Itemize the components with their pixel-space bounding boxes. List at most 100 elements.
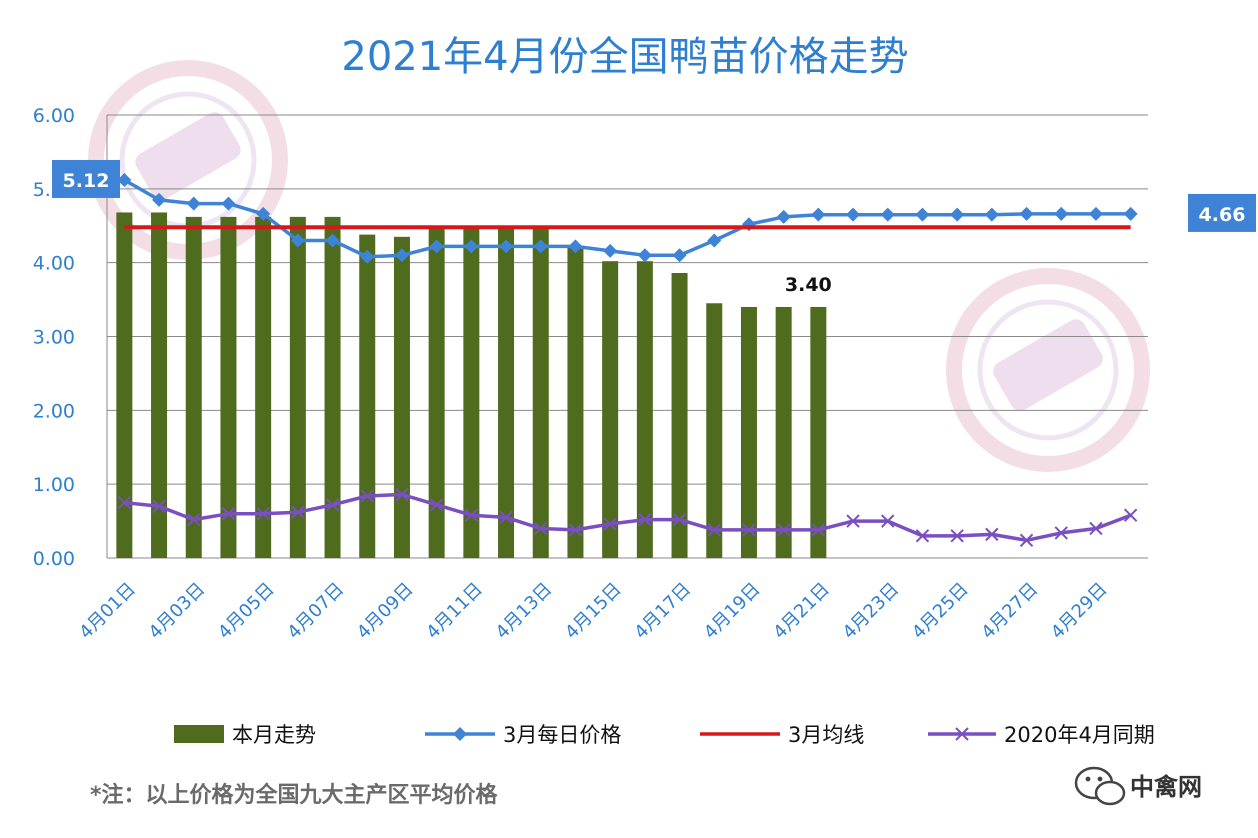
data-point bbox=[811, 207, 826, 222]
data-point bbox=[291, 505, 305, 519]
x-tick-label: 4月09日 bbox=[353, 579, 418, 644]
y-tick-label: 4.00 bbox=[33, 253, 75, 275]
bar bbox=[116, 212, 133, 558]
brand-name: 中禽网 bbox=[1130, 773, 1202, 801]
data-point bbox=[672, 248, 687, 263]
grid bbox=[107, 114, 1148, 559]
data-point bbox=[187, 512, 201, 527]
x-tick-label: 4月29日 bbox=[1047, 579, 1112, 644]
x-tick-label: 4月01日 bbox=[75, 579, 140, 644]
data-point bbox=[256, 206, 271, 221]
data-point bbox=[950, 529, 964, 543]
y-tick-label: 2.00 bbox=[33, 400, 75, 422]
data-point bbox=[881, 514, 895, 528]
footnote: *注：以上价格为全国九大主产区平均价格 bbox=[90, 782, 499, 808]
data-point bbox=[534, 521, 548, 536]
data-point bbox=[1123, 508, 1138, 522]
data-point bbox=[985, 527, 999, 542]
chart-title: 2021年4月份全国鸭苗价格走势 bbox=[341, 34, 908, 80]
bar bbox=[706, 303, 723, 558]
data-point bbox=[290, 233, 305, 248]
y-tick-label: 3.00 bbox=[33, 327, 75, 349]
data-point bbox=[325, 498, 340, 512]
data-point bbox=[1123, 206, 1138, 221]
data-point bbox=[221, 196, 236, 211]
legend-label: 3月每日价格 bbox=[503, 723, 621, 747]
data-point bbox=[811, 523, 826, 537]
data-point bbox=[221, 506, 236, 521]
data-point bbox=[499, 510, 513, 525]
data-point bbox=[395, 487, 409, 502]
y-tick-label: 6.00 bbox=[33, 105, 75, 127]
legend-label: 2020年4月同期 bbox=[1004, 723, 1155, 747]
data-point bbox=[1088, 206, 1103, 221]
data-point bbox=[776, 523, 791, 537]
data-point bbox=[915, 529, 930, 543]
data-point bbox=[707, 523, 721, 537]
bar-series bbox=[116, 212, 827, 559]
y-tick-label: 1.00 bbox=[33, 474, 75, 496]
data-point bbox=[256, 506, 270, 521]
data-point bbox=[915, 207, 930, 222]
bar bbox=[740, 306, 757, 558]
data-point bbox=[152, 499, 166, 514]
brand-logo: 中禽网 bbox=[1074, 766, 1202, 806]
bar bbox=[775, 306, 792, 558]
data-point bbox=[846, 207, 861, 222]
bar bbox=[671, 273, 688, 558]
data-point bbox=[846, 514, 860, 528]
data-label-box bbox=[52, 159, 120, 198]
data-point bbox=[1089, 521, 1103, 536]
wechat-icon bbox=[1074, 766, 1126, 806]
data-point bbox=[1019, 206, 1034, 221]
data-label: 4.66 bbox=[1199, 204, 1246, 226]
data-point bbox=[499, 239, 514, 254]
x-tick-label: 4月27日 bbox=[977, 579, 1042, 644]
data-point bbox=[950, 207, 965, 222]
data-point bbox=[394, 248, 409, 263]
data-point bbox=[429, 239, 444, 254]
bar bbox=[359, 234, 376, 559]
x-tick-label: 4月25日 bbox=[908, 579, 973, 644]
data-point bbox=[603, 243, 618, 258]
data-point bbox=[568, 523, 583, 537]
legend-swatch bbox=[174, 725, 224, 743]
legend-marker bbox=[453, 727, 467, 741]
x-tick-label: 4月15日 bbox=[561, 579, 626, 644]
y-tick-label: 0.00 bbox=[33, 548, 75, 570]
x-tick-label: 4月19日 bbox=[700, 579, 765, 644]
annotations: 5.12 4.66 3.40 bbox=[52, 159, 1256, 296]
watermark-seal-right bbox=[946, 268, 1150, 472]
data-point bbox=[776, 209, 791, 224]
bar bbox=[602, 261, 619, 558]
bar bbox=[532, 227, 549, 558]
data-point bbox=[568, 239, 583, 254]
data-label-box bbox=[1188, 193, 1256, 232]
x-tick-label: 4月17日 bbox=[630, 579, 695, 644]
data-point bbox=[742, 523, 756, 537]
data-point bbox=[1019, 533, 1034, 547]
data-point bbox=[464, 508, 479, 522]
legend-label: 3月均线 bbox=[788, 723, 864, 747]
bar bbox=[463, 227, 480, 558]
bar bbox=[498, 227, 515, 558]
data-point bbox=[117, 495, 132, 510]
legend-marker bbox=[955, 727, 969, 741]
x-tick-label: 4月07日 bbox=[283, 579, 348, 644]
bar bbox=[567, 246, 584, 558]
data-label: 5.12 bbox=[63, 170, 110, 192]
data-point bbox=[533, 239, 548, 254]
x-tick-label: 4月05日 bbox=[214, 579, 279, 644]
x-tick-label: 4月11日 bbox=[422, 579, 487, 644]
data-point bbox=[637, 248, 652, 263]
data-point bbox=[360, 249, 375, 264]
x-tick-label: 4月21日 bbox=[769, 579, 834, 644]
x-tick-label: 4月03日 bbox=[145, 579, 210, 644]
data-point bbox=[360, 489, 374, 503]
data-point bbox=[603, 517, 617, 531]
data-point bbox=[325, 233, 340, 248]
legend: 本月走势 3月每日价格 3月均线 2020年4月同期 bbox=[174, 723, 1155, 747]
data-point bbox=[464, 239, 479, 254]
data-point bbox=[672, 512, 687, 527]
